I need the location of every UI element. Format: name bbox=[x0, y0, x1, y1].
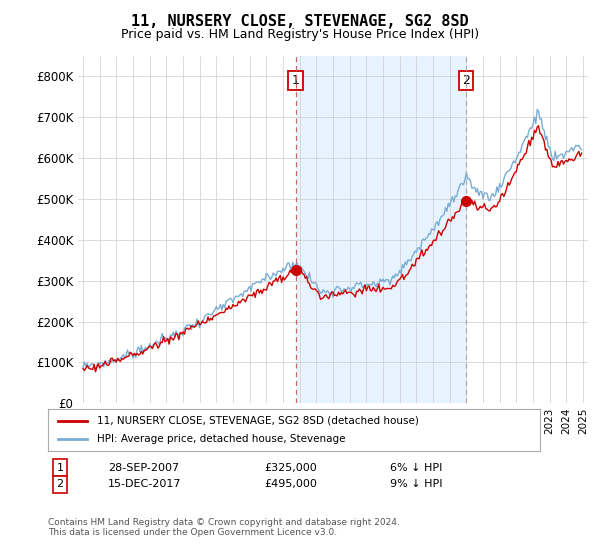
Text: £325,000: £325,000 bbox=[264, 463, 317, 473]
Text: 15-DEC-2017: 15-DEC-2017 bbox=[108, 479, 182, 489]
Text: 9% ↓ HPI: 9% ↓ HPI bbox=[390, 479, 443, 489]
Bar bbox=[296, 56, 466, 403]
Text: Contains HM Land Registry data © Crown copyright and database right 2024.
This d: Contains HM Land Registry data © Crown c… bbox=[48, 518, 400, 538]
Text: 6% ↓ HPI: 6% ↓ HPI bbox=[390, 463, 442, 473]
Text: HPI: Average price, detached house, Stevenage: HPI: Average price, detached house, Stev… bbox=[97, 434, 346, 444]
Text: 11, NURSERY CLOSE, STEVENAGE, SG2 8SD (detached house): 11, NURSERY CLOSE, STEVENAGE, SG2 8SD (d… bbox=[97, 416, 419, 426]
Text: 11, NURSERY CLOSE, STEVENAGE, SG2 8SD: 11, NURSERY CLOSE, STEVENAGE, SG2 8SD bbox=[131, 14, 469, 29]
Text: £495,000: £495,000 bbox=[264, 479, 317, 489]
Text: 2: 2 bbox=[56, 479, 64, 489]
Text: 2: 2 bbox=[462, 74, 470, 87]
Text: 28-SEP-2007: 28-SEP-2007 bbox=[108, 463, 179, 473]
Text: Price paid vs. HM Land Registry's House Price Index (HPI): Price paid vs. HM Land Registry's House … bbox=[121, 28, 479, 41]
Text: 1: 1 bbox=[56, 463, 64, 473]
Text: 1: 1 bbox=[292, 74, 299, 87]
